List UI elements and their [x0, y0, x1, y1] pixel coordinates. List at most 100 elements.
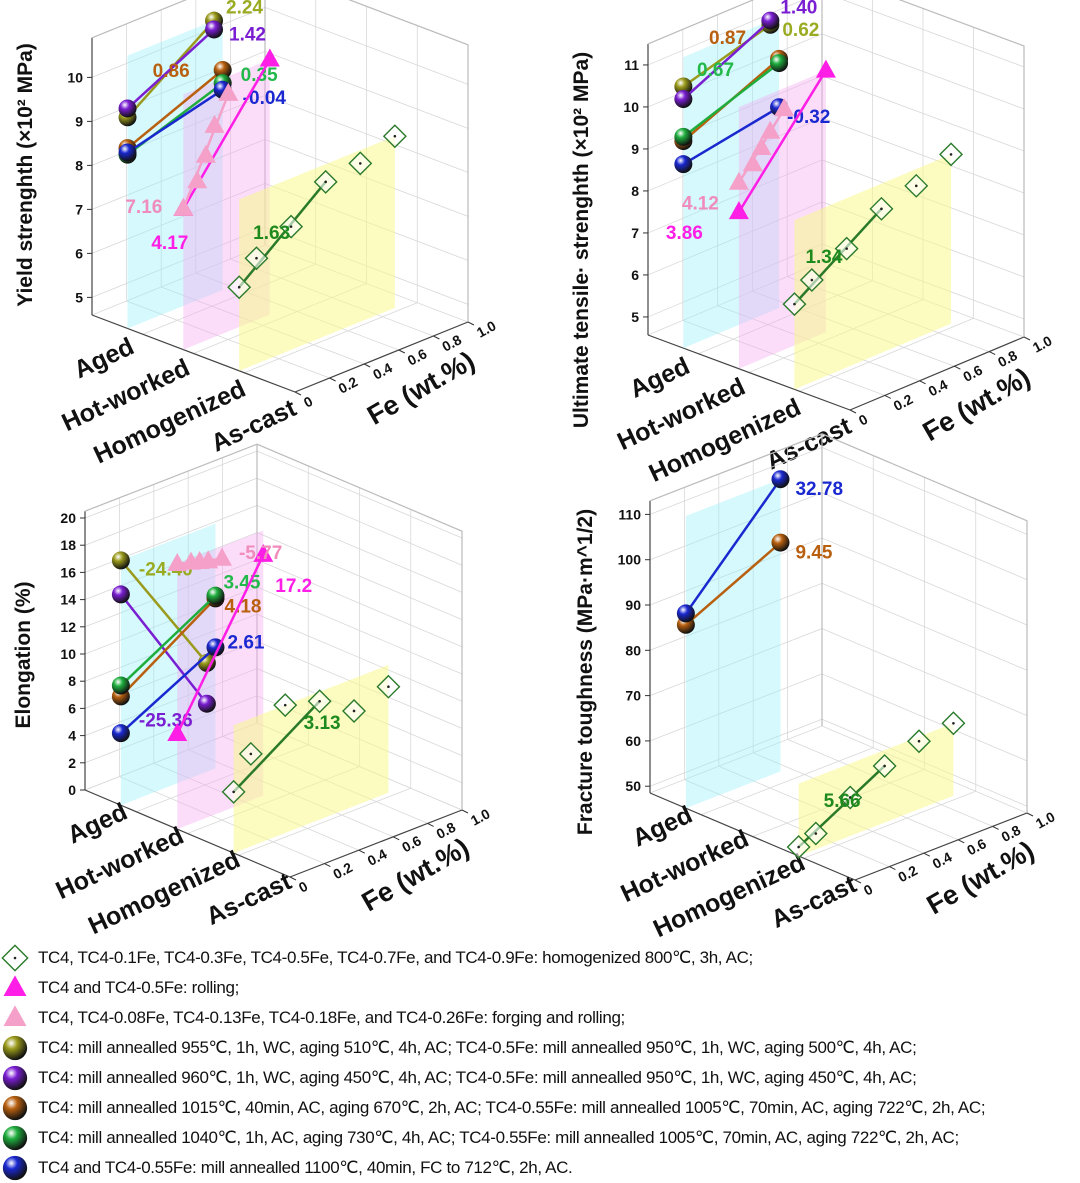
data-series: 1.40 [674, 0, 817, 109]
data-series: -25.36 [111, 585, 216, 732]
trend-line [232, 700, 321, 793]
fe-tick-label: 0.4 [930, 848, 955, 871]
diamond-marker [307, 689, 332, 714]
z-tick-label: 110 [618, 506, 641, 522]
legend-item: TC4: mill annealled 955℃, 1h, WC, aging … [0, 1033, 1080, 1063]
data-label: -25.36 [139, 711, 193, 732]
fe-tick-label: 0 [861, 881, 876, 899]
fe-tick-label: 1.0 [1030, 332, 1055, 355]
fe-tick [467, 321, 475, 326]
category-axis [91, 314, 296, 393]
diamond-marker [382, 124, 407, 149]
data-label: 3.45 [223, 573, 260, 594]
fe-tick-label: 1.0 [468, 805, 493, 828]
data-series: 5.66 [786, 711, 966, 860]
frame-edge [649, 433, 1028, 813]
trend-line [126, 88, 224, 154]
data-series: 9.45 [676, 533, 833, 634]
fe-tick [854, 879, 862, 884]
legend-marker-triangle-icon [3, 975, 27, 997]
sphere-marker [2, 1065, 28, 1091]
diamond-dot [952, 721, 955, 725]
diamond-marker [313, 169, 338, 194]
legend-item: TC4: mill annealled 960℃, 1h, WC, aging … [0, 1063, 1080, 1093]
gridline [803, 790, 976, 859]
z-tick-label: 9 [75, 113, 83, 129]
fe-tick [992, 825, 999, 830]
trend-line [684, 478, 782, 615]
sphere-marker [2, 1095, 28, 1121]
fe-tick [954, 365, 961, 370]
trend-line [176, 554, 265, 735]
triangle-marker [259, 48, 280, 67]
z-tick-label: 8 [631, 183, 639, 199]
triangle-marker [187, 170, 208, 189]
trend-line [685, 541, 782, 626]
z-tick-label: 10 [623, 99, 639, 115]
sphere-marker [206, 586, 225, 605]
chart-panel: 0246810121416182000.20.40.60.81.0AgedHot… [12, 443, 493, 940]
data-series: 32.78 [676, 470, 843, 623]
frame-edge [647, 0, 1025, 337]
triangle-marker [195, 144, 216, 163]
diamond-dot [845, 247, 848, 250]
diamond-marker [834, 236, 859, 261]
diamond-dot [318, 699, 321, 703]
diamond-marker [803, 821, 828, 846]
diamond-marker [872, 753, 897, 778]
diamond-marker [904, 173, 929, 198]
data-series: -0.04 [118, 80, 286, 162]
legend-item: TC4 and TC4-0.5Fe: rolling; [0, 973, 1080, 1003]
legend-item: TC4: mill annealled 1015℃, 40min, AC, ag… [0, 1093, 1080, 1123]
diamond-marker [342, 698, 367, 723]
trend-line [737, 69, 827, 213]
fe-tick-label: 0.4 [365, 845, 390, 868]
z-tick-label: 8 [68, 673, 76, 689]
z-tick-label: 90 [625, 597, 641, 613]
data-series: 1.42 [118, 20, 266, 118]
data-label: 4.12 [682, 194, 719, 215]
z-tick-label: 4 [68, 728, 76, 744]
triangle-marker [204, 114, 225, 133]
sphere-marker [118, 143, 137, 162]
z-tick-label: 7 [631, 225, 639, 241]
gridline [649, 725, 823, 794]
triangle-marker [167, 722, 188, 741]
chart-panel: 56789101100.20.40.60.81.0AgedHot-workedH… [570, 0, 1055, 488]
data-label: 1.40 [780, 0, 817, 19]
diamond-dot [393, 134, 397, 138]
diamond-dot [352, 709, 356, 713]
triangle-marker [211, 547, 232, 566]
gridline [84, 450, 463, 539]
fe-tick [433, 335, 440, 340]
z-tick-label: 5 [75, 289, 83, 305]
diamond-marker [1, 944, 29, 972]
fe-tick [324, 863, 331, 868]
z-tick-label: 0 [68, 782, 76, 798]
data-label: 0.87 [709, 28, 746, 49]
data-series: 1.63 [227, 124, 407, 300]
z-tick-label: 70 [625, 688, 641, 704]
gridline [244, 302, 418, 374]
legend-marker-sphere-icon [2, 1155, 28, 1181]
legend-marker-sphere-icon [2, 1065, 28, 1091]
legend-text: TC4: mill annealled 1040℃, 1h, AC, aging… [38, 1128, 959, 1147]
fe-tick-label: 0 [301, 393, 316, 411]
data-label: 0.62 [782, 20, 819, 41]
data-series: 3.13 [221, 674, 401, 804]
fe-tick-label: 0.6 [960, 361, 985, 384]
fe-tick-label: 0 [296, 878, 311, 896]
diamond-dot [387, 685, 390, 688]
fe-tick [889, 866, 896, 871]
fe-axis [849, 336, 1025, 411]
data-series: 17.2 [167, 543, 312, 741]
z-tick-label: 2 [68, 755, 76, 771]
category-axis [649, 792, 856, 881]
z-tick-label: 8 [75, 157, 83, 173]
axis-frame [649, 433, 1028, 881]
z-tick-label: 7 [75, 201, 83, 217]
z-tick-label: 6 [631, 267, 639, 283]
fe-tick [392, 836, 400, 841]
triangle-marker [751, 137, 772, 155]
z-tick-label: 14 [60, 592, 76, 608]
